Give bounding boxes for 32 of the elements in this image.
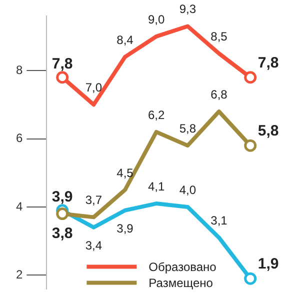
point [244, 139, 257, 152]
data-label: 5,8 [179, 122, 196, 136]
data-label: 6,2 [148, 108, 165, 122]
y-tick-label: 4 [16, 199, 23, 214]
data-label: 4,1 [148, 180, 165, 194]
legend-label: Образовано [148, 260, 217, 274]
data-label: 7,0 [85, 80, 102, 95]
point [56, 208, 69, 220]
point [244, 71, 257, 84]
data-label: 3,1 [210, 214, 228, 228]
data-label: 5,8 [258, 122, 279, 140]
y-tick-label: 2 [16, 267, 23, 282]
data-label: 3,7 [85, 193, 102, 208]
y-tick-label: 8 [16, 62, 23, 77]
data-label: 4,5 [116, 166, 134, 180]
data-label: 8,5 [210, 30, 228, 44]
data-label: 3,4 [85, 238, 102, 252]
data-label: 3,8 [52, 224, 73, 242]
data-label: 6,8 [210, 87, 228, 102]
data-label: 9,0 [148, 12, 165, 26]
data-label: 9,3 [179, 2, 196, 16]
data-label: 4,0 [179, 182, 196, 197]
data-label: 7,8 [258, 54, 279, 72]
point [244, 272, 257, 285]
y-tick-label: 6 [16, 131, 23, 146]
data-label: 3,9 [116, 221, 134, 236]
legend-label: Размещено [148, 276, 214, 290]
data-label: 7,8 [52, 55, 73, 72]
data-label: 1,9 [258, 256, 279, 273]
data-label: 8,4 [116, 32, 134, 47]
data-label: 3,9 [52, 188, 73, 206]
point [56, 71, 69, 84]
